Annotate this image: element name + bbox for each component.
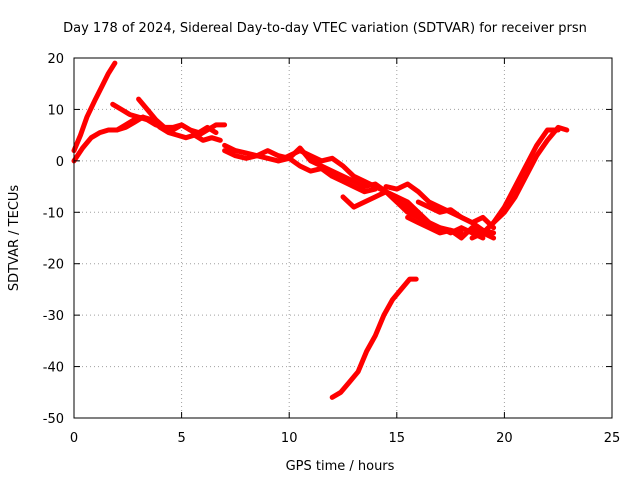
y-tick-label: -50 — [43, 412, 64, 427]
x-tick-label: 20 — [496, 431, 513, 446]
series-sat-d — [114, 114, 223, 143]
y-axis-label: SDTVAR / TECUs — [7, 185, 22, 292]
y-tick-label: 20 — [47, 52, 64, 67]
y-tick-label: -30 — [43, 309, 64, 324]
y-tick-label: -10 — [43, 206, 64, 221]
grid-layer — [74, 58, 612, 418]
series-sat-k — [405, 214, 497, 241]
y-tick-label: 0 — [56, 155, 64, 170]
chart-title: Day 178 of 2024, Sidereal Day-to-day VTE… — [63, 21, 587, 36]
x-tick-label: 0 — [70, 431, 78, 446]
series-sat-n — [491, 124, 570, 226]
series-sat-e — [136, 96, 219, 136]
y-tick-label: -20 — [43, 258, 64, 273]
x-tick-label: 15 — [389, 431, 406, 446]
y-tick-label: 10 — [47, 103, 64, 118]
series-sat-m — [469, 127, 561, 241]
x-axis-label: GPS time / hours — [286, 459, 395, 474]
plot-frame — [73, 57, 613, 419]
x-tick-label: 5 — [177, 431, 185, 446]
tick-layer: 0 5 10 15 20 25 -50 -40 -30 -20 -10 0 10 20 — [43, 52, 621, 446]
series-layer — [71, 60, 570, 400]
series-sat-a — [71, 60, 118, 154]
series-sat-j — [383, 181, 497, 236]
x-tick-label: 25 — [604, 431, 621, 446]
series-sat-g — [222, 148, 378, 195]
y-tick-label: -40 — [43, 361, 64, 376]
series-sat-o — [329, 276, 419, 400]
series-sat-l — [415, 199, 497, 231]
series-sat-i — [340, 189, 486, 241]
x-tick-label: 10 — [281, 431, 298, 446]
